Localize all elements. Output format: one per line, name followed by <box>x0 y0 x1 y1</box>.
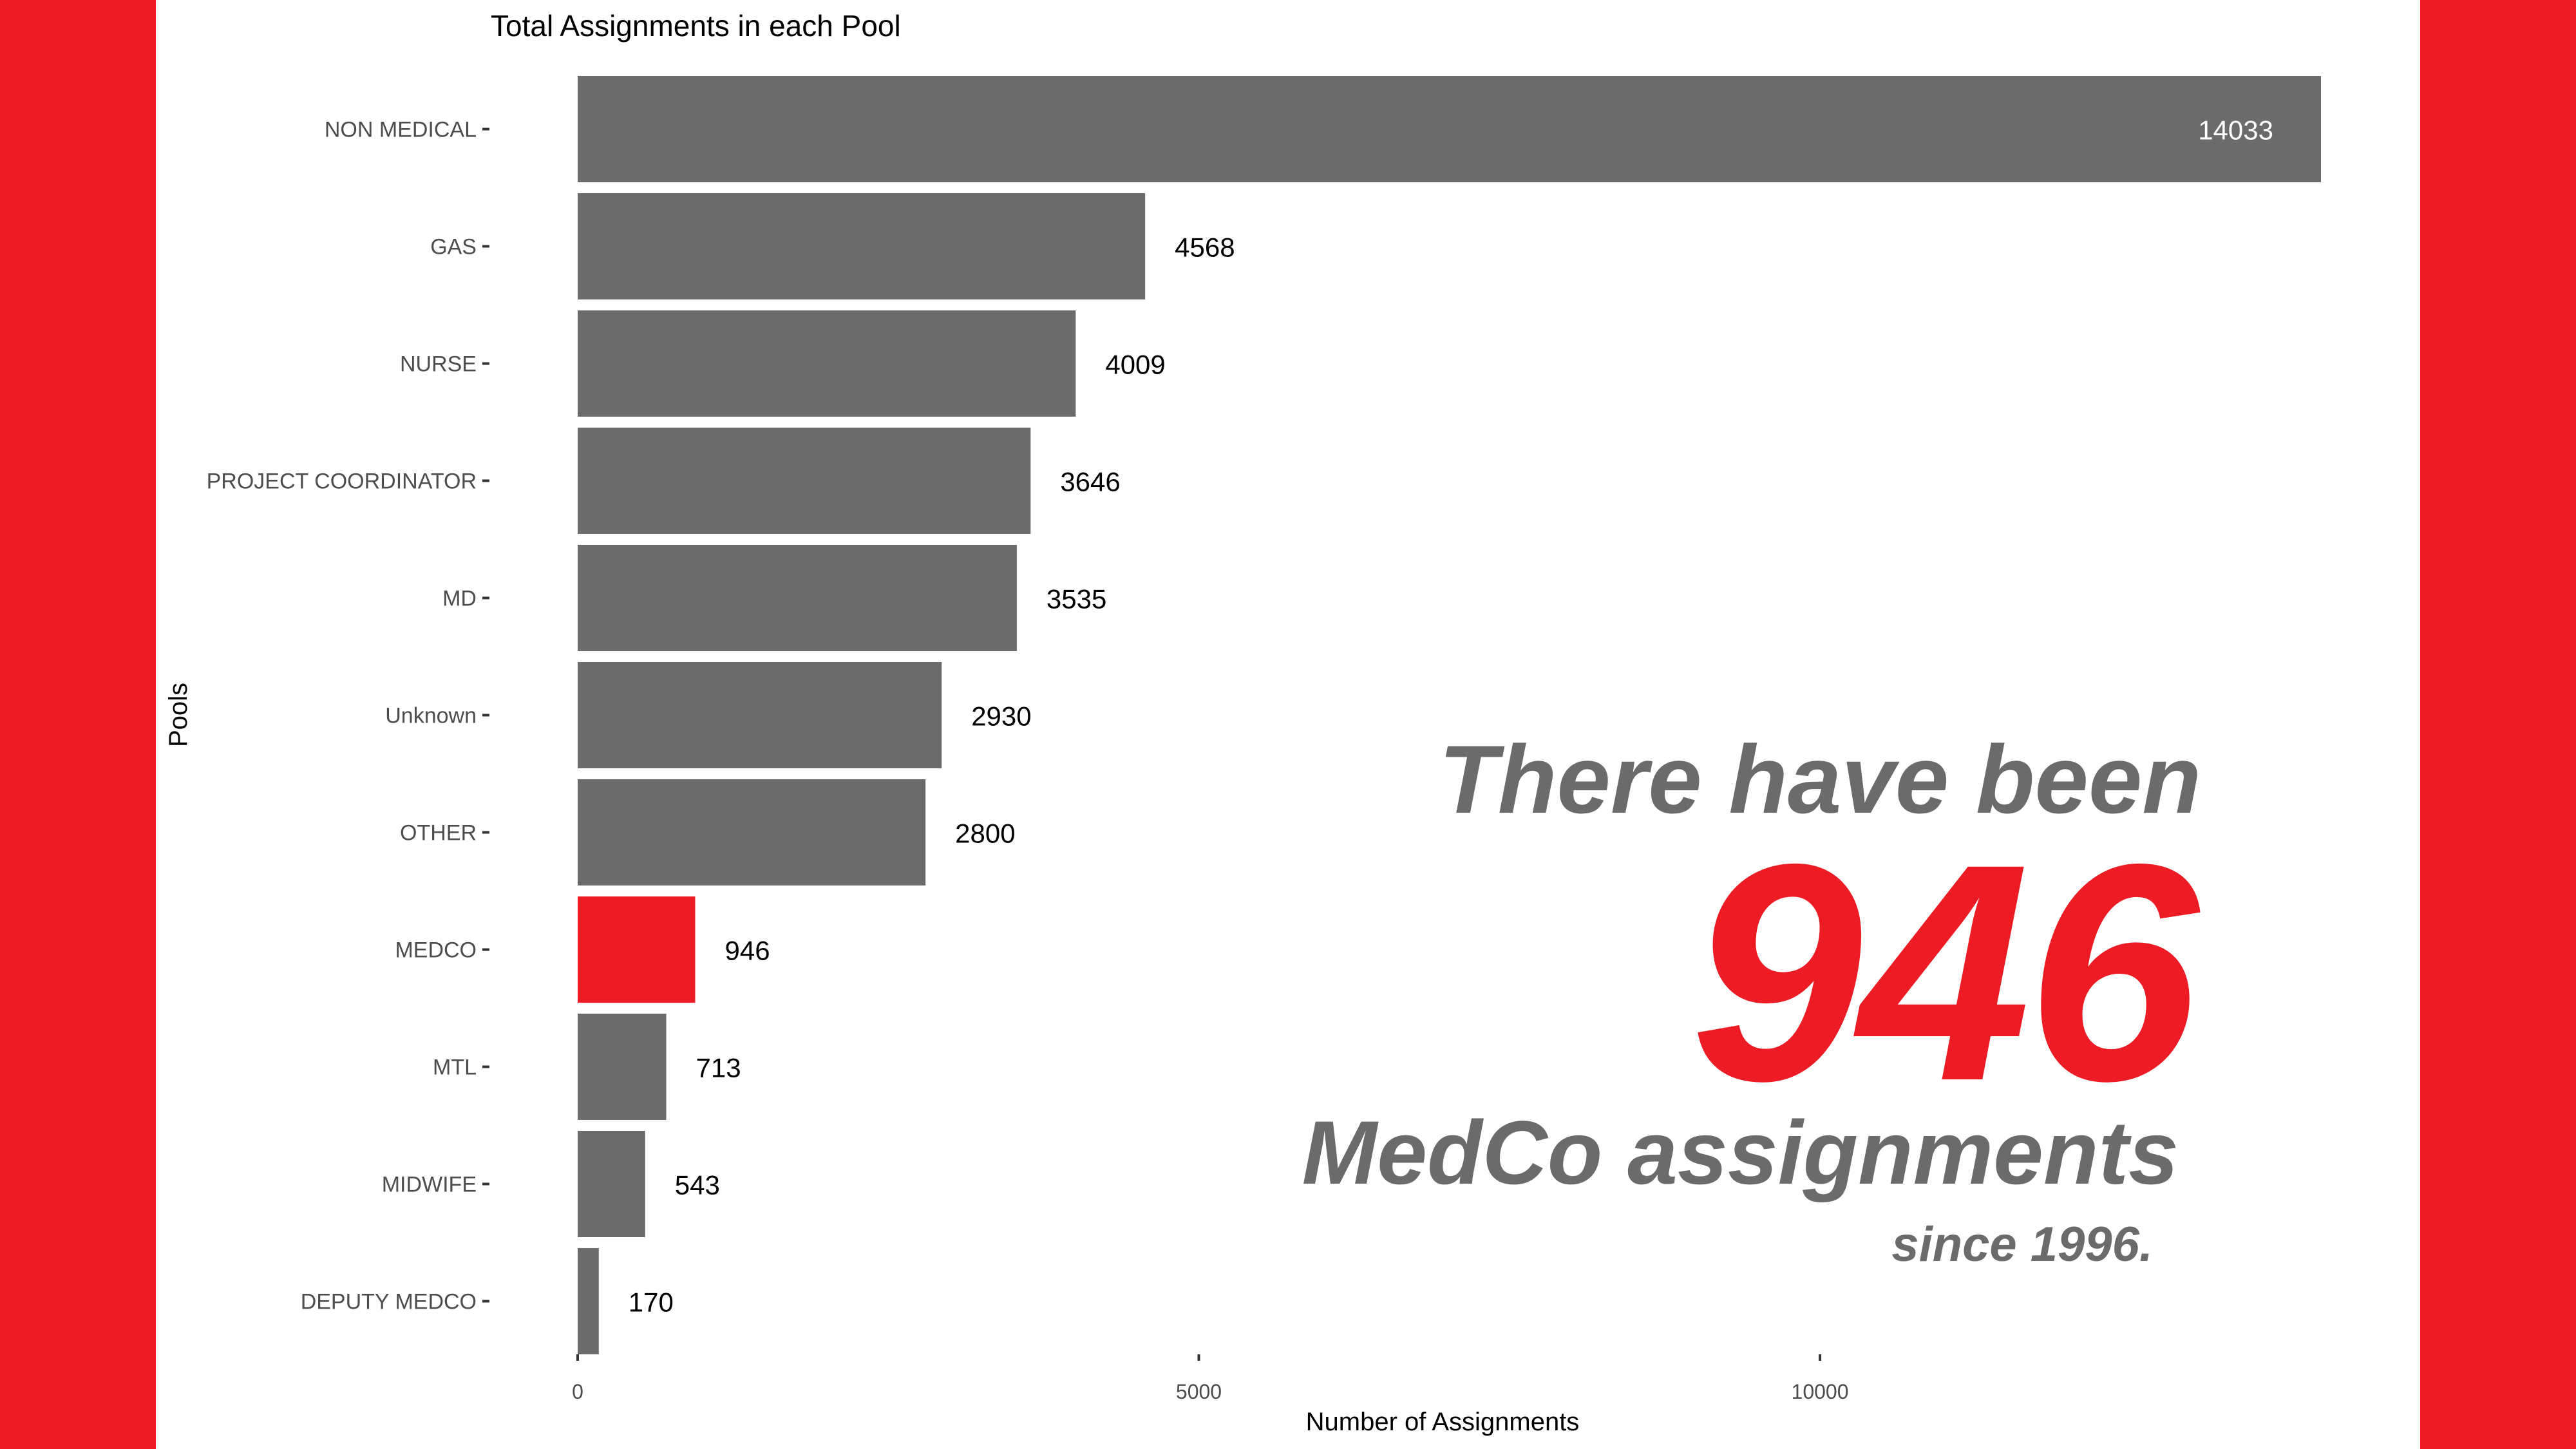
bar-unknown <box>578 662 942 768</box>
category-label: PROJECT COORDINATOR <box>207 469 477 494</box>
value-label: 3646 <box>1060 467 1120 497</box>
category-label: OTHER <box>400 821 477 846</box>
category-label: DEPUTY MEDCO <box>301 1290 477 1314</box>
value-label: 14033 <box>2198 115 2273 146</box>
value-label: 2800 <box>955 819 1015 849</box>
category-label: MIDWIFE <box>382 1173 477 1197</box>
category-label: GAS <box>430 235 477 260</box>
bar-chart: Total Assignments in each Pool Pools Num… <box>164 9 2321 1436</box>
callout-medco-assignments: MedCo assignments <box>1302 1102 2179 1203</box>
value-label: 4009 <box>1105 350 1165 380</box>
value-label: 2930 <box>971 701 1031 732</box>
value-label: 3535 <box>1046 584 1106 614</box>
category-label: MEDCO <box>395 938 477 963</box>
value-label: 713 <box>696 1053 741 1083</box>
bar-md <box>578 545 1017 651</box>
bar-deputy-medco <box>578 1248 599 1354</box>
bar-project-coordinator <box>578 428 1031 534</box>
x-ticks-group: 0 5000 10000 <box>572 1354 1849 1403</box>
value-label: 543 <box>675 1170 720 1200</box>
value-labels-group: 14033 4568 4009 3646 3535 2930 2800 946 713 543 17… <box>629 115 2273 1318</box>
bar-nurse <box>578 310 1076 417</box>
category-label: NON MEDICAL <box>325 118 477 142</box>
category-label: MD <box>442 587 477 611</box>
value-label: 4568 <box>1175 232 1235 263</box>
bar-non-medical <box>578 76 2321 182</box>
left-red-band <box>0 0 156 1449</box>
bar-midwife <box>578 1131 645 1237</box>
chart-title: Total Assignments in each Pool <box>491 9 901 43</box>
category-labels-group: NON MEDICAL GAS NURSE PROJECT COORDINATOR MD… <box>207 118 489 1314</box>
chart-panel: Total Assignments in each Pool Pools Num… <box>156 0 2420 1449</box>
bar-gas <box>578 193 1146 299</box>
category-label: MTL <box>433 1056 477 1080</box>
callout-there-have-been: There have been <box>1439 725 2201 833</box>
bar-other <box>578 779 926 886</box>
bars-group <box>578 76 2321 1354</box>
bar-mtl <box>578 1014 667 1120</box>
x-tick-label: 10000 <box>1792 1380 1849 1403</box>
x-tick-label: 5000 <box>1176 1380 1222 1403</box>
value-label: 170 <box>629 1287 674 1318</box>
callout-since-1996: since 1996. <box>1891 1217 2153 1272</box>
y-axis-label: Pools <box>164 683 193 747</box>
bar-medco <box>578 896 696 1003</box>
value-label: 946 <box>724 936 770 966</box>
x-axis-label: Number of Assignments <box>1306 1408 1580 1436</box>
category-label: NURSE <box>400 352 477 377</box>
callout-number: 946 <box>1690 799 2199 1145</box>
category-label: Unknown <box>385 704 477 728</box>
right-red-band <box>2420 0 2576 1449</box>
x-tick-label: 0 <box>572 1380 583 1403</box>
